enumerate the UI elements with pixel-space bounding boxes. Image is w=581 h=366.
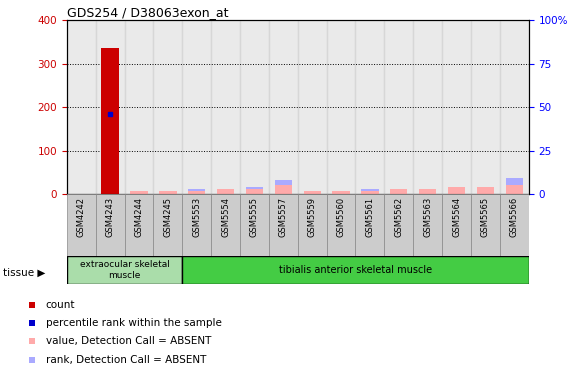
Bar bbox=[67, 256, 182, 284]
Bar bbox=[246, 189, 263, 194]
Bar bbox=[505, 178, 523, 194]
Bar bbox=[390, 189, 407, 194]
Bar bbox=[67, 194, 96, 256]
Bar bbox=[332, 190, 350, 194]
Bar bbox=[500, 194, 529, 256]
Text: GSM5562: GSM5562 bbox=[394, 197, 403, 237]
Text: GSM5561: GSM5561 bbox=[365, 197, 374, 237]
Bar bbox=[505, 185, 523, 194]
Bar bbox=[297, 194, 327, 256]
Text: GSM4242: GSM4242 bbox=[77, 197, 86, 237]
Bar bbox=[361, 189, 379, 194]
Bar bbox=[471, 20, 500, 194]
Bar bbox=[159, 190, 177, 194]
Bar bbox=[102, 48, 119, 194]
Bar bbox=[211, 20, 240, 194]
Bar bbox=[124, 194, 153, 256]
Text: GSM5553: GSM5553 bbox=[192, 197, 201, 237]
Text: GSM5560: GSM5560 bbox=[336, 197, 346, 237]
Bar bbox=[297, 20, 327, 194]
Bar bbox=[413, 20, 442, 194]
Text: GSM5565: GSM5565 bbox=[481, 197, 490, 237]
Bar bbox=[332, 190, 350, 194]
Bar bbox=[303, 190, 321, 194]
Bar bbox=[269, 194, 298, 256]
Bar bbox=[67, 20, 96, 194]
Text: percentile rank within the sample: percentile rank within the sample bbox=[45, 318, 221, 328]
Text: GSM4245: GSM4245 bbox=[163, 197, 173, 237]
Bar bbox=[182, 256, 529, 284]
Text: GSM5555: GSM5555 bbox=[250, 197, 259, 237]
Text: tibialis anterior skeletal muscle: tibialis anterior skeletal muscle bbox=[279, 265, 432, 275]
Bar bbox=[269, 20, 298, 194]
Bar bbox=[153, 20, 182, 194]
Bar bbox=[442, 20, 471, 194]
Bar bbox=[419, 189, 436, 194]
Text: GSM5554: GSM5554 bbox=[221, 197, 230, 237]
Bar bbox=[182, 20, 211, 194]
Bar bbox=[240, 194, 269, 256]
Text: GSM5566: GSM5566 bbox=[510, 197, 519, 237]
Bar bbox=[477, 187, 494, 194]
Bar bbox=[448, 187, 465, 194]
Bar bbox=[275, 185, 292, 194]
Bar bbox=[327, 20, 356, 194]
Bar bbox=[130, 190, 148, 194]
Bar bbox=[240, 20, 269, 194]
Bar bbox=[442, 194, 471, 256]
Text: GDS254 / D38063exon_at: GDS254 / D38063exon_at bbox=[67, 6, 228, 19]
Bar bbox=[356, 194, 385, 256]
Bar bbox=[385, 194, 413, 256]
Bar bbox=[124, 20, 153, 194]
Bar bbox=[356, 20, 385, 194]
Bar bbox=[385, 20, 413, 194]
Bar bbox=[217, 189, 234, 194]
Bar bbox=[159, 190, 177, 194]
Text: GSM5564: GSM5564 bbox=[452, 197, 461, 237]
Bar bbox=[217, 189, 234, 194]
Bar bbox=[419, 189, 436, 194]
Text: rank, Detection Call = ABSENT: rank, Detection Call = ABSENT bbox=[45, 355, 206, 365]
Bar bbox=[500, 20, 529, 194]
Bar bbox=[182, 194, 211, 256]
Bar bbox=[327, 194, 356, 256]
Text: GSM4243: GSM4243 bbox=[106, 197, 114, 237]
Text: GSM5557: GSM5557 bbox=[279, 197, 288, 237]
Bar bbox=[246, 187, 263, 194]
Bar bbox=[188, 190, 206, 194]
Bar bbox=[188, 189, 206, 194]
Text: tissue ▶: tissue ▶ bbox=[3, 268, 45, 278]
Bar bbox=[303, 190, 321, 194]
Bar bbox=[448, 187, 465, 194]
Bar bbox=[275, 180, 292, 194]
Bar bbox=[361, 190, 379, 194]
Bar bbox=[96, 194, 124, 256]
Bar bbox=[153, 194, 182, 256]
Text: count: count bbox=[45, 300, 75, 310]
Text: GSM5559: GSM5559 bbox=[308, 197, 317, 237]
Bar bbox=[96, 20, 124, 194]
Bar bbox=[130, 190, 148, 194]
Bar bbox=[211, 194, 240, 256]
Text: value, Detection Call = ABSENT: value, Detection Call = ABSENT bbox=[45, 336, 211, 346]
Bar bbox=[413, 194, 442, 256]
Text: GSM4244: GSM4244 bbox=[134, 197, 144, 237]
Text: GSM5563: GSM5563 bbox=[423, 197, 432, 237]
Text: extraocular skeletal
muscle: extraocular skeletal muscle bbox=[80, 260, 170, 280]
Bar bbox=[471, 194, 500, 256]
Bar bbox=[390, 189, 407, 194]
Bar bbox=[477, 187, 494, 194]
